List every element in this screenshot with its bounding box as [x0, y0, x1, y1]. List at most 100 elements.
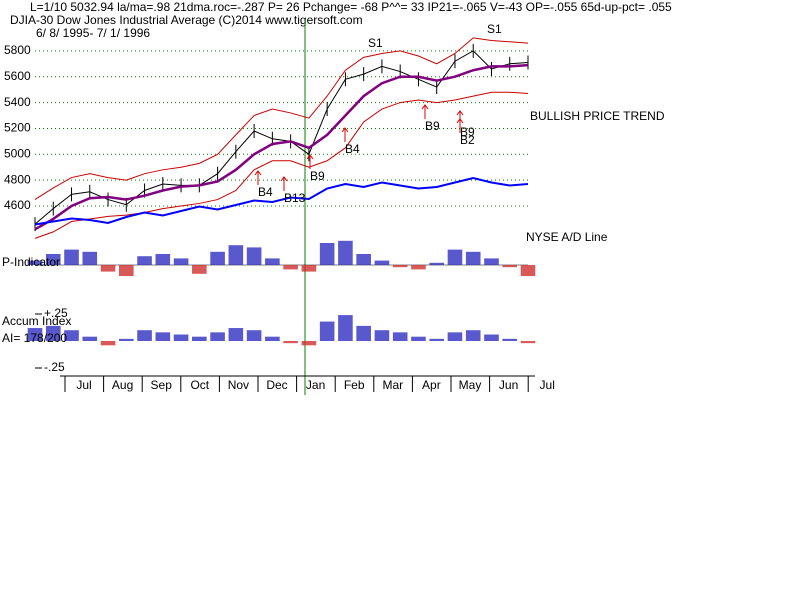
accum-bar [137, 330, 152, 341]
accum-bar [520, 341, 536, 344]
p-bar [319, 243, 335, 265]
p-bar [137, 256, 152, 265]
accum-bar [228, 328, 244, 341]
x-tick-label: Oct [190, 378, 209, 392]
signal-label: B4 [258, 185, 273, 199]
accum-bar [502, 338, 518, 341]
accum-bar [82, 336, 98, 341]
signal-arrow [254, 170, 262, 185]
p-bar [301, 265, 317, 272]
signal-arrow [456, 118, 464, 133]
y-tick-label: 4800 [4, 172, 31, 186]
series-line [34, 50, 529, 225]
accum-bar [118, 338, 134, 341]
signal-label: S1 [368, 36, 383, 50]
p-bar [100, 265, 116, 272]
x-tick-label: Apr [422, 378, 441, 392]
accum-bar [173, 334, 189, 341]
x-tick-label: Jun [499, 378, 518, 392]
p-bar [374, 260, 390, 265]
p-bar [392, 265, 408, 268]
y-tick-label: 5400 [4, 95, 31, 109]
accum-tick-label: -.25 [44, 360, 65, 374]
p-bar [82, 251, 98, 265]
signal-label: B9 [310, 169, 325, 183]
accum-bar [283, 341, 298, 344]
p-bar [411, 265, 426, 270]
date-range: 6/ 8/ 1995- 7/ 1/ 1996 [36, 26, 150, 40]
signal-label: B9 [460, 125, 475, 139]
p-bar [502, 265, 518, 268]
header: L=1/10 5032.94 la/ma=.98 21dma.roc=-.287… [30, 0, 672, 14]
y-tick-label: 5000 [4, 146, 31, 160]
p-bar [338, 240, 353, 265]
y-tick-label: 5800 [4, 43, 31, 57]
accum-tick-label: +.25 [44, 306, 68, 320]
x-tick-label: Jul [76, 378, 91, 392]
ai-label: AI= 178/200 [2, 331, 67, 345]
chart-title: DJIA-30 Dow Jones Industrial Average (C)… [10, 13, 363, 27]
accum-bar [465, 330, 481, 341]
x-tick-label: Nov [228, 378, 249, 392]
accum-bar [319, 321, 335, 341]
p-bar [520, 265, 536, 276]
accum-bar [374, 330, 390, 341]
p-bar [27, 260, 43, 265]
accum-bar [338, 315, 353, 341]
p-bar [64, 249, 79, 265]
p-bar [283, 265, 298, 270]
accum-bar [411, 336, 426, 341]
accum-label: Accum Index [2, 314, 71, 328]
accum-bar [155, 332, 171, 341]
signal-label: BULLISH PRICE TREND [530, 109, 665, 123]
signal-arrow [280, 176, 288, 191]
p-bar [173, 258, 189, 265]
p-bar [210, 251, 225, 265]
signal-label: B13 [284, 191, 306, 205]
y-tick-label: 4600 [4, 198, 31, 212]
accum-bar [100, 341, 116, 346]
accum-bar [64, 330, 79, 341]
accum-bar [429, 338, 445, 341]
p-bar [45, 254, 61, 265]
signal-arrow [306, 154, 314, 169]
p-bar [429, 262, 445, 265]
accum-bar [265, 336, 280, 341]
accum-bar [356, 325, 371, 341]
p-bar [246, 247, 262, 265]
accum-bar [210, 332, 225, 341]
p-bar [155, 254, 171, 265]
x-tick-label: Dec [266, 378, 287, 392]
series-line [34, 63, 529, 231]
ad-label: NYSE A/D Line [526, 230, 608, 244]
accum-bar [301, 341, 317, 346]
accum-bar [27, 328, 43, 341]
p-bar [447, 249, 463, 265]
p-label: P-Indicator [2, 255, 60, 269]
signal-label: S1 [487, 22, 502, 36]
y-tick-label: 5600 [4, 69, 31, 83]
x-tick-label: Feb [344, 378, 365, 392]
p-bar [228, 245, 244, 265]
ad-line [34, 176, 529, 226]
p-bar [356, 254, 371, 265]
series-line [34, 37, 529, 200]
p-bar [192, 265, 207, 274]
signal-label: B4 [345, 142, 360, 156]
x-tick-label: Sep [151, 378, 173, 392]
p-bar [484, 258, 499, 265]
accum-bar [246, 330, 262, 341]
p-bar [265, 258, 280, 265]
signal-label: B9 [425, 119, 440, 133]
accum-bar [392, 332, 408, 341]
x-tick-label: May [459, 378, 482, 392]
accum-bar [447, 332, 463, 341]
p-bar [118, 265, 134, 276]
accum-bar [484, 334, 499, 341]
x-tick-label: Aug [112, 378, 133, 392]
x-tick-label: Jul [540, 378, 555, 392]
p-bar [465, 251, 481, 265]
y-tick-label: 5200 [4, 121, 31, 135]
signal-arrow [421, 104, 429, 119]
